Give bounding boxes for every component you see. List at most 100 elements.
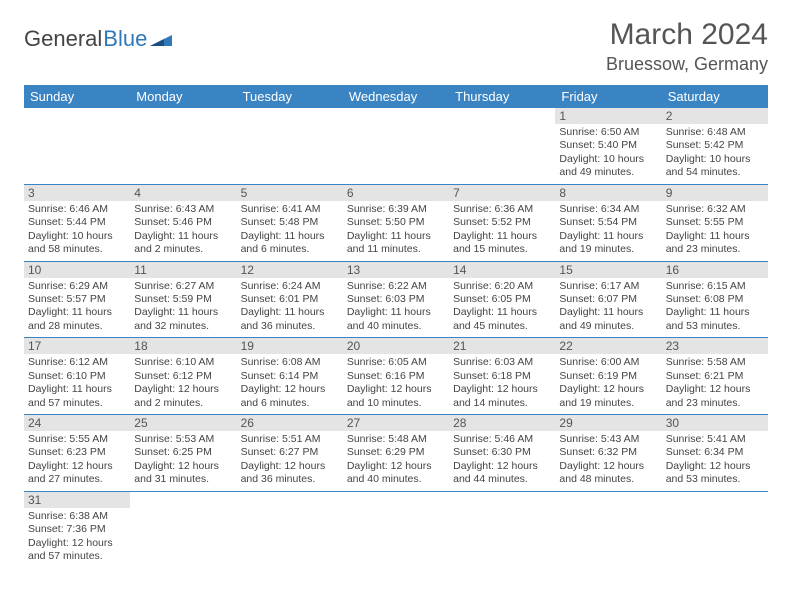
day-number: 4 <box>130 185 236 201</box>
calendar-day-cell: 15 Sunrise: 6:17 AMSunset: 6:07 PMDayligh… <box>555 261 661 338</box>
calendar-day-cell: 16 Sunrise: 6:15 AMSunset: 6:08 PMDayligh… <box>662 261 768 338</box>
calendar-empty-cell <box>237 491 343 567</box>
day-number: 1 <box>555 108 661 124</box>
day-of-week-header: Wednesday <box>343 85 449 108</box>
day-details: Sunrise: 6:24 AMSunset: 6:01 PMDaylight:… <box>241 280 339 334</box>
calendar-empty-cell <box>237 108 343 184</box>
brand-logo: GeneralBlue <box>24 26 172 52</box>
calendar-day-cell: 7 Sunrise: 6:36 AMSunset: 5:52 PMDaylight… <box>449 184 555 261</box>
day-number: 3 <box>24 185 130 201</box>
day-details: Sunrise: 6:00 AMSunset: 6:19 PMDaylight:… <box>559 356 657 410</box>
day-number: 14 <box>449 262 555 278</box>
location-label: Bruessow, Germany <box>606 54 768 75</box>
month-title: March 2024 <box>606 18 768 52</box>
day-number: 16 <box>662 262 768 278</box>
day-details: Sunrise: 6:15 AMSunset: 6:08 PMDaylight:… <box>666 280 764 334</box>
calendar-day-cell: 26Sunrise: 5:51 AMSunset: 6:27 PMDayligh… <box>237 415 343 492</box>
day-details: Sunrise: 6:32 AMSunset: 5:55 PMDaylight:… <box>666 203 764 257</box>
calendar-day-cell: 2Sunrise: 6:48 AMSunset: 5:42 PMDaylight… <box>662 108 768 184</box>
calendar-empty-cell <box>662 491 768 567</box>
calendar-day-cell: 11Sunrise: 6:27 AMSunset: 5:59 PMDayligh… <box>130 261 236 338</box>
day-details: Sunrise: 6:34 AMSunset: 5:54 PMDaylight:… <box>559 203 657 257</box>
calendar-table: SundayMondayTuesdayWednesdayThursdayFrid… <box>24 85 768 568</box>
day-details: Sunrise: 5:58 AMSunset: 6:21 PMDaylight:… <box>666 356 764 410</box>
day-details: Sunrise: 6:48 AMSunset: 5:42 PMDaylight:… <box>666 126 764 180</box>
title-block: March 2024 Bruessow, Germany <box>606 18 768 75</box>
day-number: 5 <box>237 185 343 201</box>
brand-word2: Blue <box>103 26 147 52</box>
day-of-week-header: Monday <box>130 85 236 108</box>
day-number: 24 <box>24 415 130 431</box>
day-details: Sunrise: 6:03 AMSunset: 6:18 PMDaylight:… <box>453 356 551 410</box>
day-details: Sunrise: 6:38 AMSunset: 7:36 PMDaylight:… <box>28 510 126 564</box>
day-details: Sunrise: 6:08 AMSunset: 6:14 PMDaylight:… <box>241 356 339 410</box>
calendar-day-cell: 8 Sunrise: 6:34 AMSunset: 5:54 PMDaylight… <box>555 184 661 261</box>
day-details: Sunrise: 6:39 AMSunset: 5:50 PMDaylight:… <box>347 203 445 257</box>
day-details: Sunrise: 5:46 AMSunset: 6:30 PMDaylight:… <box>453 433 551 487</box>
day-number: 17 <box>24 338 130 354</box>
day-details: Sunrise: 6:17 AMSunset: 6:07 PMDaylight:… <box>559 280 657 334</box>
day-of-week-header: Sunday <box>24 85 130 108</box>
calendar-day-cell: 19 Sunrise: 6:08 AMSunset: 6:14 PMDayligh… <box>237 338 343 415</box>
calendar-day-cell: 1 Sunrise: 6:50 AMSunset: 5:40 PMDaylight… <box>555 108 661 184</box>
day-number: 7 <box>449 185 555 201</box>
day-details: Sunrise: 5:41 AMSunset: 6:34 PMDaylight:… <box>666 433 764 487</box>
day-details: Sunrise: 6:29 AMSunset: 5:57 PMDaylight:… <box>28 280 126 334</box>
calendar-day-cell: 30Sunrise: 5:41 AMSunset: 6:34 PMDayligh… <box>662 415 768 492</box>
day-details: Sunrise: 6:36 AMSunset: 5:52 PMDaylight:… <box>453 203 551 257</box>
day-details: Sunrise: 6:20 AMSunset: 6:05 PMDaylight:… <box>453 280 551 334</box>
day-number: 6 <box>343 185 449 201</box>
day-number: 8 <box>555 185 661 201</box>
calendar-week-row: 1 Sunrise: 6:50 AMSunset: 5:40 PMDaylight… <box>24 108 768 184</box>
day-of-week-header: Tuesday <box>237 85 343 108</box>
calendar-day-cell: 14 Sunrise: 6:20 AMSunset: 6:05 PMDayligh… <box>449 261 555 338</box>
calendar-day-cell: 20Sunrise: 6:05 AMSunset: 6:16 PMDayligh… <box>343 338 449 415</box>
calendar-empty-cell <box>343 491 449 567</box>
day-number: 10 <box>24 262 130 278</box>
calendar-day-cell: 21Sunrise: 6:03 AMSunset: 6:18 PMDayligh… <box>449 338 555 415</box>
calendar-day-cell: 22Sunrise: 6:00 AMSunset: 6:19 PMDayligh… <box>555 338 661 415</box>
calendar-body: 1 Sunrise: 6:50 AMSunset: 5:40 PMDaylight… <box>24 108 768 568</box>
day-number: 23 <box>662 338 768 354</box>
calendar-week-row: 24 Sunrise: 5:55 AMSunset: 6:23 PMDayligh… <box>24 415 768 492</box>
day-details: Sunrise: 6:05 AMSunset: 6:16 PMDaylight:… <box>347 356 445 410</box>
calendar-empty-cell <box>555 491 661 567</box>
calendar-day-cell: 23 Sunrise: 5:58 AMSunset: 6:21 PMDayligh… <box>662 338 768 415</box>
days-of-week-row: SundayMondayTuesdayWednesdayThursdayFrid… <box>24 85 768 108</box>
calendar-day-cell: 10 Sunrise: 6:29 AMSunset: 5:57 PMDayligh… <box>24 261 130 338</box>
day-details: Sunrise: 6:41 AMSunset: 5:48 PMDaylight:… <box>241 203 339 257</box>
day-details: Sunrise: 5:55 AMSunset: 6:23 PMDaylight:… <box>28 433 126 487</box>
day-number: 26 <box>237 415 343 431</box>
flag-icon <box>150 26 172 52</box>
calendar-day-cell: 6 Sunrise: 6:39 AMSunset: 5:50 PMDaylight… <box>343 184 449 261</box>
day-details: Sunrise: 6:12 AMSunset: 6:10 PMDaylight:… <box>28 356 126 410</box>
day-of-week-header: Thursday <box>449 85 555 108</box>
day-of-week-header: Friday <box>555 85 661 108</box>
day-number: 12 <box>237 262 343 278</box>
calendar-week-row: 17 Sunrise: 6:12 AMSunset: 6:10 PMDayligh… <box>24 338 768 415</box>
calendar-day-cell: 9 Sunrise: 6:32 AMSunset: 5:55 PMDaylight… <box>662 184 768 261</box>
day-details: Sunrise: 6:27 AMSunset: 5:59 PMDaylight:… <box>134 280 232 334</box>
calendar-day-cell: 27Sunrise: 5:48 AMSunset: 6:29 PMDayligh… <box>343 415 449 492</box>
calendar-empty-cell <box>449 491 555 567</box>
calendar-day-cell: 5 Sunrise: 6:41 AMSunset: 5:48 PMDaylight… <box>237 184 343 261</box>
day-number: 15 <box>555 262 661 278</box>
day-of-week-header: Saturday <box>662 85 768 108</box>
calendar-day-cell: 28Sunrise: 5:46 AMSunset: 6:30 PMDayligh… <box>449 415 555 492</box>
day-number: 9 <box>662 185 768 201</box>
calendar-empty-cell <box>343 108 449 184</box>
day-details: Sunrise: 6:43 AMSunset: 5:46 PMDaylight:… <box>134 203 232 257</box>
day-number: 18 <box>130 338 236 354</box>
day-details: Sunrise: 6:10 AMSunset: 6:12 PMDaylight:… <box>134 356 232 410</box>
calendar-week-row: 3Sunrise: 6:46 AMSunset: 5:44 PMDaylight… <box>24 184 768 261</box>
calendar-empty-cell <box>449 108 555 184</box>
calendar-empty-cell <box>130 108 236 184</box>
day-details: Sunrise: 6:50 AMSunset: 5:40 PMDaylight:… <box>559 126 657 180</box>
calendar-week-row: 10 Sunrise: 6:29 AMSunset: 5:57 PMDayligh… <box>24 261 768 338</box>
day-details: Sunrise: 5:53 AMSunset: 6:25 PMDaylight:… <box>134 433 232 487</box>
calendar-day-cell: 18 Sunrise: 6:10 AMSunset: 6:12 PMDayligh… <box>130 338 236 415</box>
calendar-day-cell: 13Sunrise: 6:22 AMSunset: 6:03 PMDayligh… <box>343 261 449 338</box>
calendar-empty-cell <box>130 491 236 567</box>
calendar-week-row: 31Sunrise: 6:38 AMSunset: 7:36 PMDayligh… <box>24 491 768 567</box>
day-number: 19 <box>237 338 343 354</box>
